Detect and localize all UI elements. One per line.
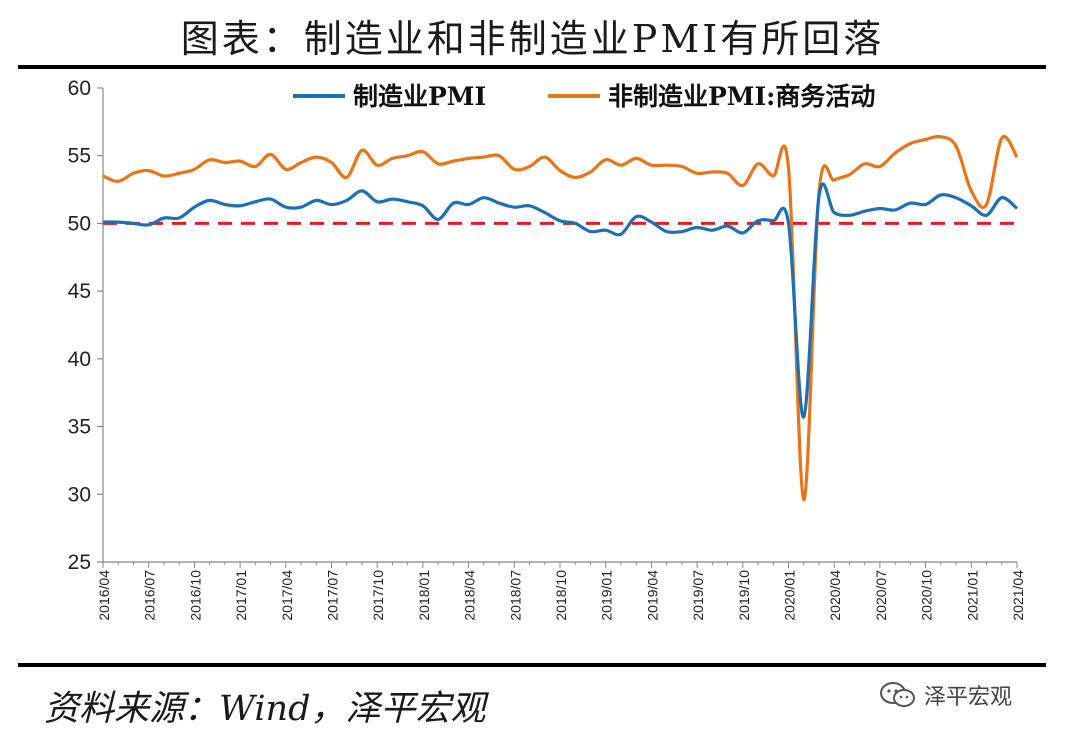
legend-label-1: 非制造业PMI:商务活动 xyxy=(608,82,875,111)
x-tick-label: 2018/07 xyxy=(507,570,523,621)
y-tick-label: 35 xyxy=(68,416,91,439)
x-tick-label: 2017/10 xyxy=(370,570,386,621)
x-tick-label: 2017/07 xyxy=(325,570,341,621)
x-tick-label: 2020/10 xyxy=(919,570,935,621)
x-tick-label: 2018/10 xyxy=(553,570,569,621)
x-tick-label: 2020/07 xyxy=(873,570,889,621)
watermark: 泽平宏观 xyxy=(878,677,1012,713)
x-tick-label: 2016/10 xyxy=(187,570,203,621)
x-tick-label: 2019/10 xyxy=(736,570,752,621)
x-tick-label: 2019/01 xyxy=(599,570,615,621)
x-tick-label: 2021/04 xyxy=(1010,570,1026,621)
bottom-rule xyxy=(18,663,1046,667)
y-tick-label: 25 xyxy=(68,551,91,574)
y-tick-label: 45 xyxy=(68,280,91,303)
series-line-1 xyxy=(102,134,1019,502)
series-layer xyxy=(102,134,1019,502)
x-tick-label: 2019/07 xyxy=(690,570,706,621)
x-tick-label: 2020/01 xyxy=(782,570,798,621)
y-tick-label: 55 xyxy=(68,145,91,168)
x-tick-label: 2021/01 xyxy=(964,570,980,621)
y-tick-label: 40 xyxy=(68,348,91,371)
legend-label-0: 制造业PMI xyxy=(353,82,486,111)
y-tick-label: 60 xyxy=(68,77,91,100)
chart-axes: 25 30 35 40 45 50 55 60 2016/04 2016/07 2016/10 201… xyxy=(68,77,1026,621)
x-tick-label: 2016/07 xyxy=(142,570,158,621)
watermark-label: 泽平宏观 xyxy=(924,685,1013,710)
source-note: 资料来源：Wind，泽平宏观 xyxy=(44,689,486,729)
y-tick-label: 50 xyxy=(68,212,91,235)
series-line-0 xyxy=(102,182,1019,419)
x-tick-label: 2019/04 xyxy=(644,570,660,621)
y-tick-label: 30 xyxy=(68,483,91,506)
x-tick-label: 2017/01 xyxy=(233,570,249,621)
top-rule xyxy=(18,65,1046,69)
x-tick-label: 2020/04 xyxy=(827,570,843,621)
wechat-icon xyxy=(880,682,915,707)
chart-legend: 制造业PMI 非制造业PMI:商务活动 xyxy=(293,82,875,111)
x-tick-label: 2018/01 xyxy=(416,570,432,621)
x-tick-label: 2018/04 xyxy=(462,570,478,621)
page-title: 图表：制造业和非制造业PMI有所回落 xyxy=(180,17,885,61)
x-tick-label: 2016/04 xyxy=(96,570,112,621)
x-tick-label: 2017/04 xyxy=(279,570,295,621)
